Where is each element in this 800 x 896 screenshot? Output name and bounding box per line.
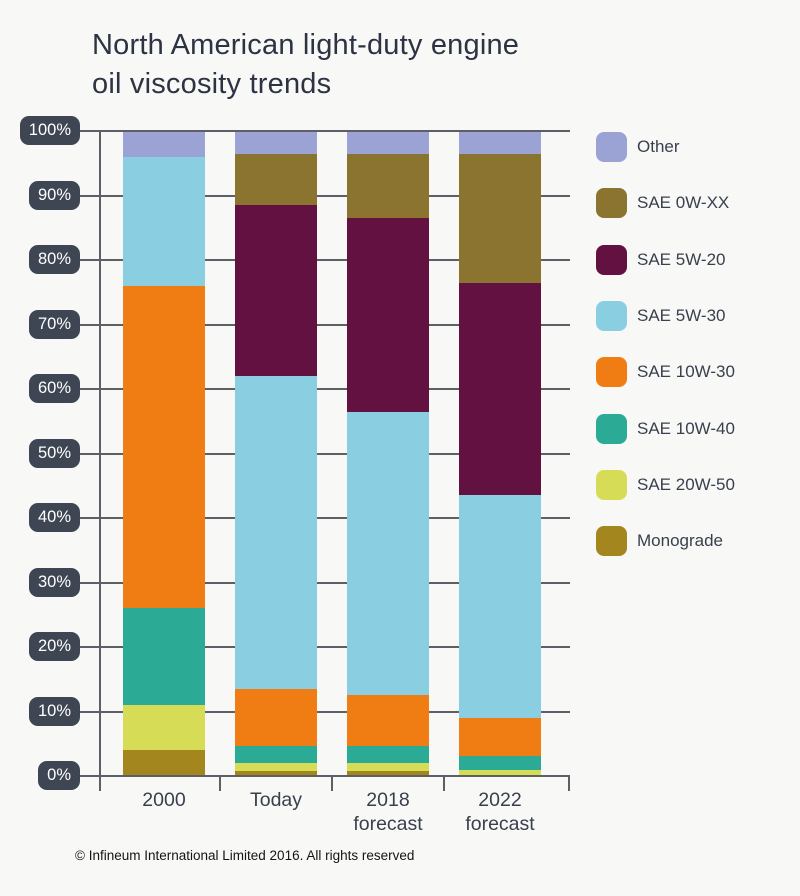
bar-segment-2000-Other: [123, 131, 205, 157]
x-axis-label-2022: 2022 forecast: [465, 789, 535, 836]
bar-segment-Today-Other: [235, 131, 317, 154]
bar-segment-2018-SAE 20W-50: [347, 763, 429, 771]
bar-segment-2018-SAE 10W-30: [347, 695, 429, 747]
bar-segment-Today-SAE 10W-40: [235, 745, 317, 764]
chart-title: North American light-duty engine oil vis…: [92, 29, 520, 100]
x-axis-tick-2: [331, 776, 333, 791]
bar-segment-2022-SAE 0W-XX: [459, 153, 541, 283]
y-axis-tick-30%: 30%: [28, 567, 80, 597]
y-axis-tick-50%: 50%: [28, 438, 80, 468]
gridline-100%: [78, 130, 570, 132]
legend-label-Monograde: Monograde: [637, 531, 724, 551]
y-axis-tick-20%: 20%: [28, 632, 80, 661]
x-axis-tick-0: [99, 776, 101, 791]
gridline-0%: [75, 775, 570, 777]
y-axis-line: [99, 131, 101, 791]
legend-label-Other: Other: [637, 137, 680, 156]
gridline-30%: [78, 581, 570, 584]
bar-segment-2022-SAE 5W-20: [459, 282, 541, 496]
bar-segment-2018-Monograde: [347, 770, 429, 776]
bar-segment-2022-SAE 10W-30: [459, 717, 541, 756]
gridline-70%: [78, 323, 570, 326]
x-axis-label-Today: Today: [249, 789, 303, 811]
legend-swatch-SAE 10W-30: [596, 357, 627, 388]
x-axis-tick-3: [443, 776, 445, 791]
legend-swatch-SAE 5W-20: [596, 244, 627, 275]
y-axis-tick-0%: 0%: [38, 761, 80, 790]
copyright-text: © Infineum International Limited 2016. A…: [75, 848, 415, 863]
y-axis-tick-90%: 90%: [28, 180, 80, 210]
bar-segment-2000-SAE 10W-30: [123, 285, 205, 609]
bar-segment-2000-SAE 5W-30: [123, 156, 205, 286]
y-axis-tick-40%: 40%: [28, 503, 80, 532]
bar-segment-2022-SAE 10W-40: [459, 756, 541, 771]
x-axis-label-2000: 2000: [142, 789, 186, 811]
legend-swatch-Monograde: [596, 526, 627, 557]
bar-segment-2000-Monograde: [123, 750, 205, 776]
bar-segment-Today-SAE 20W-50: [235, 763, 317, 772]
bar-segment-Today-SAE 5W-30: [235, 376, 317, 689]
bar-segment-2018-SAE 0W-XX: [347, 153, 429, 219]
bar-segment-2018-SAE 5W-20: [347, 218, 429, 412]
gridline-90%: [78, 194, 570, 197]
legend-swatch-SAE 5W-30: [596, 300, 627, 331]
bar-segment-Today-SAE 5W-20: [235, 205, 317, 377]
y-axis-tick-10%: 10%: [28, 696, 80, 726]
y-axis-tick-100%: 100%: [19, 116, 80, 145]
gridline-20%: [78, 646, 570, 648]
legend-label-SAE 5W-20: SAE 5W-20: [637, 249, 726, 269]
x-axis-label-2018: 2018 forecast: [353, 789, 423, 836]
x-axis-tick-4: [568, 776, 570, 791]
legend-swatch-SAE 20W-50: [596, 469, 627, 500]
legend-swatch-SAE 10W-40: [596, 413, 627, 444]
gridline-40%: [78, 517, 570, 519]
bar-segment-Today-Monograde: [235, 771, 317, 776]
bar-segment-2018-SAE 10W-40: [347, 746, 429, 764]
y-axis-tick-80%: 80%: [28, 245, 80, 274]
gridline-80%: [78, 259, 570, 261]
y-axis-tick-70%: 70%: [28, 309, 80, 339]
bar-segment-2018-Other: [347, 131, 429, 154]
legend-swatch-Other: [596, 132, 627, 162]
bar-segment-2022-SAE 5W-30: [459, 495, 541, 718]
gridline-60%: [78, 388, 570, 390]
x-axis-tick-1: [219, 776, 221, 791]
bar-segment-2000-SAE 10W-40: [123, 608, 205, 706]
bar-segment-Today-SAE 0W-XX: [235, 153, 317, 206]
legend-swatch-SAE 0W-XX: [596, 188, 627, 219]
bar-segment-2022-Other: [459, 131, 541, 154]
bar-segment-2022-SAE 20W-50: [459, 770, 541, 776]
bar-segment-2018-SAE 5W-30: [347, 411, 429, 696]
gridline-10%: [78, 710, 570, 713]
legend-label-SAE 10W-40: SAE 10W-40: [637, 418, 735, 438]
legend-label-SAE 10W-30: SAE 10W-30: [637, 362, 735, 382]
gridline-50%: [78, 452, 570, 455]
bar-segment-2000-SAE 20W-50: [123, 705, 205, 751]
legend-label-SAE 20W-50: SAE 20W-50: [637, 474, 735, 494]
legend-label-SAE 5W-30: SAE 5W-30: [637, 305, 726, 325]
bar-segment-Today-SAE 10W-30: [235, 688, 317, 746]
y-axis-tick-60%: 60%: [28, 374, 80, 403]
legend-label-SAE 0W-XX: SAE 0W-XX: [637, 193, 730, 213]
